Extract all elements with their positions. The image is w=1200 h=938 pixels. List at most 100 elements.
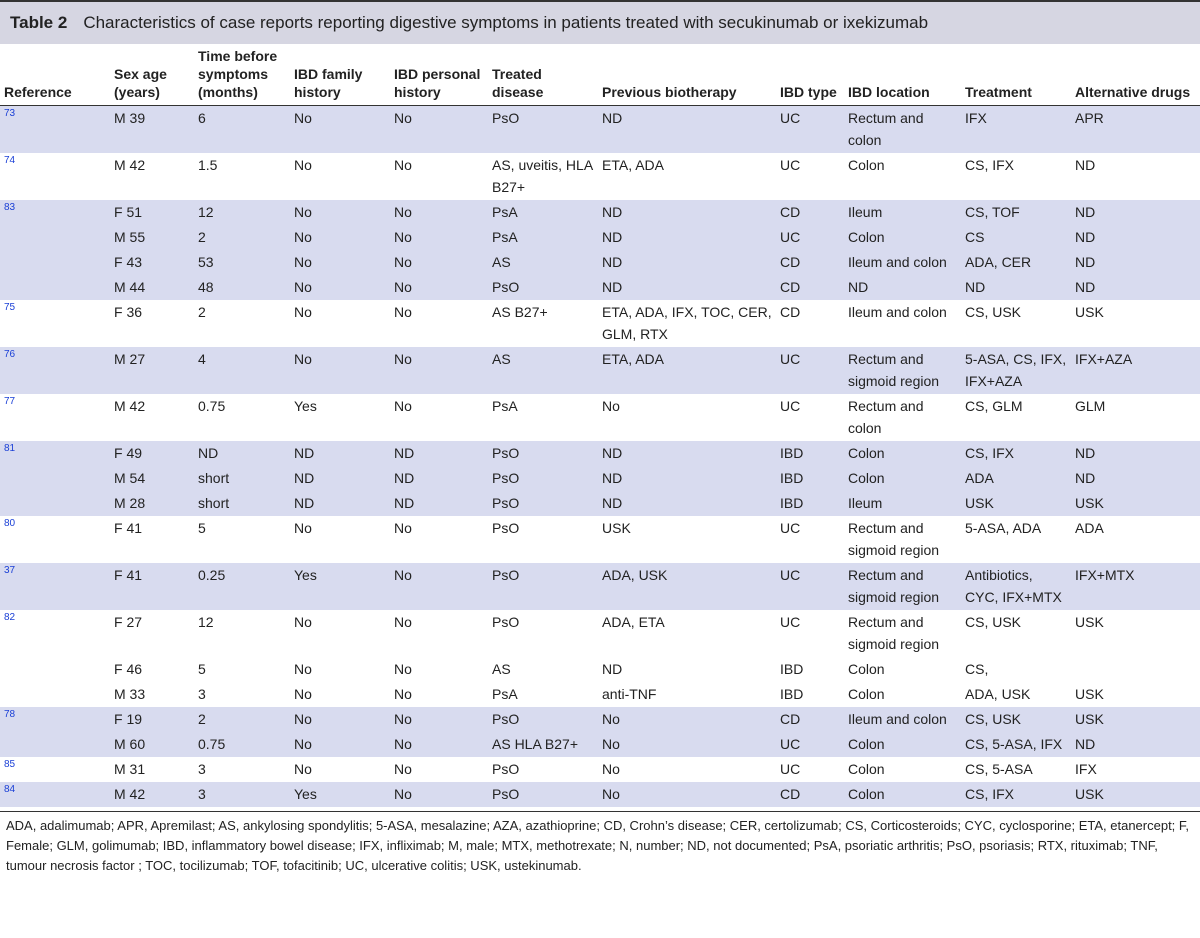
- table-cell: 5-ASA, ADA: [965, 520, 1042, 536]
- table-cell: Colon: [844, 782, 961, 807]
- table-cell: CS, TOF: [961, 200, 1071, 225]
- table-cell: ADA, USK: [965, 686, 1031, 702]
- table-cell: UC: [780, 520, 801, 536]
- reference-cell: [0, 466, 110, 491]
- table-cell: ADA: [961, 466, 1071, 491]
- table-cell: 0.75: [194, 732, 290, 757]
- table-cell: ND: [598, 200, 776, 225]
- table-cell: No: [394, 304, 412, 320]
- table-cell: USK: [602, 520, 631, 536]
- table-cell: ND: [598, 105, 776, 153]
- table-cell: ETA, ADA: [598, 347, 776, 394]
- table-cell: IBD: [780, 661, 804, 677]
- table-cell: IFX: [1075, 761, 1097, 777]
- table-cell: 3: [198, 761, 206, 777]
- table-cell: AS B27+: [492, 304, 548, 320]
- table-cell: IBD: [776, 441, 844, 466]
- table-cell: [1071, 657, 1200, 682]
- table-cell: UC: [780, 398, 801, 414]
- table-cell: No: [390, 347, 488, 394]
- table-cell: M 55: [110, 225, 194, 250]
- table-cell: ND: [598, 441, 776, 466]
- table-cell: CS, GLM: [965, 398, 1023, 414]
- table-cell: No: [394, 686, 412, 702]
- table-cell: CS, USK: [965, 614, 1022, 630]
- table-cell: Ileum and colon: [844, 250, 961, 275]
- table-cell: No: [390, 707, 488, 732]
- table-cell: Rectum and sigmoid region: [848, 520, 940, 558]
- table-cell: No: [394, 398, 412, 414]
- table-row: 80 F 41 5 No No PsO USK UC Rectum and sigmoid re…: [0, 516, 1200, 563]
- table-cell: Rectum and colon: [844, 105, 961, 153]
- table-cell: ND: [1071, 441, 1200, 466]
- table-cell: 1.5: [198, 157, 218, 173]
- table-row: M 33 3 No No PsA anti-TNF IBD Colon ADA, USK USK: [0, 682, 1200, 707]
- column-header: Reference: [0, 44, 110, 106]
- column-header: Time before symptoms (months): [194, 44, 290, 106]
- table-cell: IBD: [780, 686, 804, 702]
- table-cell: PsO: [488, 466, 598, 491]
- table-cell: CD: [780, 304, 801, 320]
- table-cell: F 51: [110, 200, 194, 225]
- table-cell: ND: [1075, 157, 1096, 173]
- table-cell: USK: [1071, 491, 1200, 516]
- table-cell: USK: [1075, 304, 1104, 320]
- reference-cell: 76: [0, 347, 110, 394]
- table-cell: USK: [1071, 782, 1200, 807]
- table-cell: ND: [598, 275, 776, 300]
- table-cell: PsA: [488, 200, 598, 225]
- table-cell: No: [290, 707, 390, 732]
- table-cell: UC: [776, 347, 844, 394]
- table-cell: Yes: [290, 782, 390, 807]
- reference-cell: 75: [4, 302, 16, 313]
- table-cell: UC: [780, 614, 801, 630]
- table-cell: Ileum and colon: [848, 304, 947, 320]
- table-row: 73 M 39 6 No No PsO ND UC Rectum and colon IFX APR: [0, 105, 1200, 153]
- table-cell: F 27: [114, 614, 143, 630]
- table-cell: ND: [961, 275, 1071, 300]
- table-cell: F 41: [110, 563, 194, 610]
- table-cell: ND: [1071, 225, 1200, 250]
- table-cell: M 60: [110, 732, 194, 757]
- table-cell: CD: [776, 200, 844, 225]
- table-row: F 43 53 No No AS ND CD Ileum and colon ADA, CER N…: [0, 250, 1200, 275]
- reference-cell: [0, 732, 110, 757]
- table-cell: No: [294, 686, 312, 702]
- table-cell: M 28: [110, 491, 194, 516]
- table-cell: IBD: [776, 491, 844, 516]
- table-cell: PsO: [488, 563, 598, 610]
- table-cell: 12: [194, 200, 290, 225]
- table-cell: ADA, USK: [598, 563, 776, 610]
- table-cell: PsO: [488, 707, 598, 732]
- table-cell: USK: [1075, 686, 1104, 702]
- reference-cell: 80: [4, 518, 16, 529]
- table-cell: UC: [780, 761, 801, 777]
- table-row: 78 F 19 2 No No PsO No CD Ileum and colon CS, USK…: [0, 707, 1200, 732]
- table-cell: CS, IFX: [961, 441, 1071, 466]
- table-cell: Colon: [844, 732, 961, 757]
- table-cell: AS: [492, 661, 511, 677]
- table-cell: 53: [194, 250, 290, 275]
- column-header: Sex age (years): [110, 44, 194, 106]
- table-cell: No: [290, 225, 390, 250]
- table-cell: No: [394, 157, 412, 173]
- reference-cell: [0, 225, 110, 250]
- table-cell: F 49: [110, 441, 194, 466]
- column-header: Previous biotherapy: [598, 44, 776, 106]
- table-cell: 0.25: [194, 563, 290, 610]
- table-cell: PsO: [488, 491, 598, 516]
- table-cell: No: [390, 105, 488, 153]
- table-cell: Ileum: [844, 491, 961, 516]
- reference-cell: [0, 682, 110, 707]
- table-row: F 46 5 No No AS ND IBD Colon CS,: [0, 657, 1200, 682]
- table-cell: Rectum and sigmoid region: [844, 563, 961, 610]
- table-cell: PsO: [492, 520, 520, 536]
- table-row: 82 F 27 12 No No PsO ADA, ETA UC Rectum and sigm…: [0, 610, 1200, 657]
- reference-cell: [0, 657, 110, 682]
- table-cell: CS: [961, 225, 1071, 250]
- table-cell: ND: [1071, 275, 1200, 300]
- table-cell: PsO: [492, 614, 520, 630]
- table-cell: Rectum and sigmoid region: [848, 614, 940, 652]
- table-cell: short: [194, 466, 290, 491]
- table-cell: 5: [198, 661, 206, 677]
